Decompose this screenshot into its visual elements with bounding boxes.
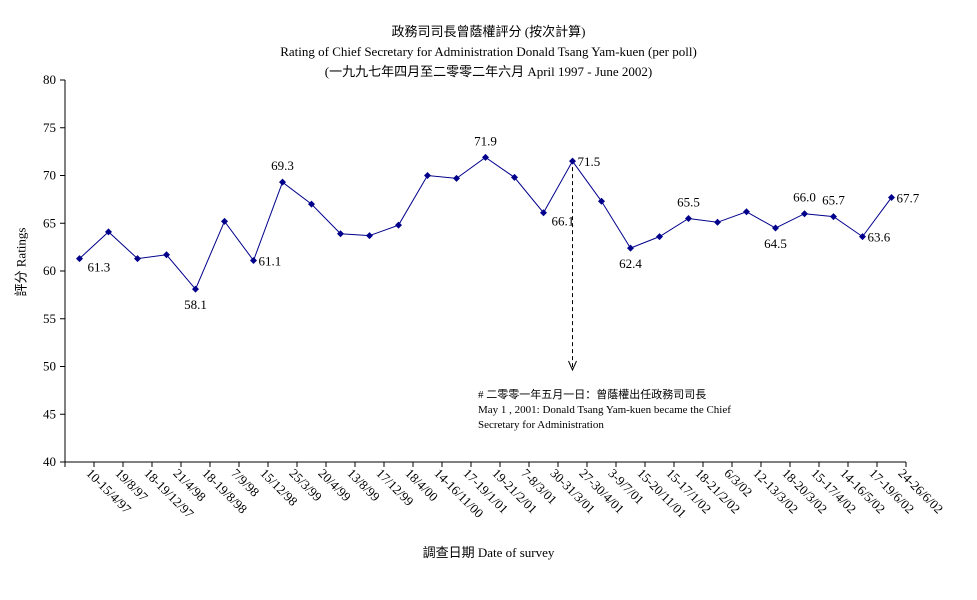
y-tick-label: 45 <box>43 406 56 421</box>
data-point <box>134 255 141 263</box>
data-label: 66.0 <box>793 190 816 205</box>
data-point <box>511 173 518 181</box>
chart-subtitle: (一九九七年四月至二零零二年六月 April 1997 - June 2002) <box>324 64 653 79</box>
data-point <box>685 214 692 222</box>
chart-titles: 政務司司長曾蔭權評分 (按次計算) Rating of Chief Secret… <box>0 22 977 82</box>
data-point <box>627 244 634 252</box>
data-point <box>76 255 83 263</box>
y-tick-label: 50 <box>43 359 56 374</box>
data-label: 61.3 <box>88 260 111 275</box>
data-point <box>801 210 808 218</box>
data-label: 64.5 <box>764 236 787 251</box>
annotation-line-english-2: Secretary for Administration <box>478 419 604 431</box>
data-point <box>163 251 170 259</box>
y-tick-label: 60 <box>43 263 56 278</box>
x-axis-label: 調查日期 Date of survey <box>422 545 555 560</box>
data-point <box>656 233 663 241</box>
data-label: 69.3 <box>271 158 294 173</box>
data-point <box>888 193 895 201</box>
data-point <box>859 233 866 241</box>
data-point <box>714 218 721 226</box>
data-label: 61.1 <box>259 253 282 268</box>
data-point <box>482 153 489 161</box>
data-point <box>337 230 344 238</box>
data-point <box>250 256 257 264</box>
data-point <box>279 178 286 186</box>
data-point <box>366 232 373 240</box>
data-label: 67.7 <box>897 190 920 205</box>
y-tick-label: 75 <box>43 120 56 135</box>
y-tick-label: 80 <box>43 72 56 87</box>
data-point <box>453 174 460 182</box>
data-point <box>395 221 402 229</box>
y-tick-label: 70 <box>43 168 56 183</box>
data-label: 63.6 <box>868 230 891 245</box>
data-label: 65.5 <box>677 194 700 209</box>
annotation-line-english-1: May 1 , 2001: Donald Tsang Yam-kuen beca… <box>478 404 731 416</box>
series-line <box>79 156 892 291</box>
data-label: 58.1 <box>184 297 207 312</box>
y-tick-label: 65 <box>43 215 56 230</box>
data-point <box>598 197 605 205</box>
data-point <box>424 172 431 179</box>
data-point <box>308 200 315 208</box>
data-label: 71.5 <box>578 154 601 169</box>
y-axis-label: 評分 Ratings <box>13 227 29 297</box>
data-point <box>221 217 228 225</box>
data-point <box>830 213 837 221</box>
chart-title: Rating of Chief Secretary for Administra… <box>280 44 697 59</box>
data-point <box>540 209 547 217</box>
data-label: 65.7 <box>822 193 845 208</box>
data-label: 71.9 <box>474 133 497 148</box>
data-label: 66.1 <box>552 214 575 229</box>
y-tick-label: 55 <box>43 311 56 326</box>
data-point <box>192 285 199 293</box>
data-point <box>105 228 112 236</box>
y-tick-label: 40 <box>43 454 56 469</box>
data-point <box>743 208 750 216</box>
annotation-line-chinese: # 二零零一年五月一日：曾蔭權出任政務司司長 <box>478 389 707 401</box>
chart-title-chinese: 政務司司長曾蔭權評分 (按次計算) <box>391 24 586 39</box>
annotation-arrow-head <box>568 360 577 372</box>
data-point <box>569 157 576 165</box>
data-point <box>772 224 779 232</box>
event-annotation: # 二零零一年五月一日：曾蔭權出任政務司司長 May 1 , 2001: Don… <box>478 388 731 433</box>
data-label: 62.4 <box>619 256 642 271</box>
